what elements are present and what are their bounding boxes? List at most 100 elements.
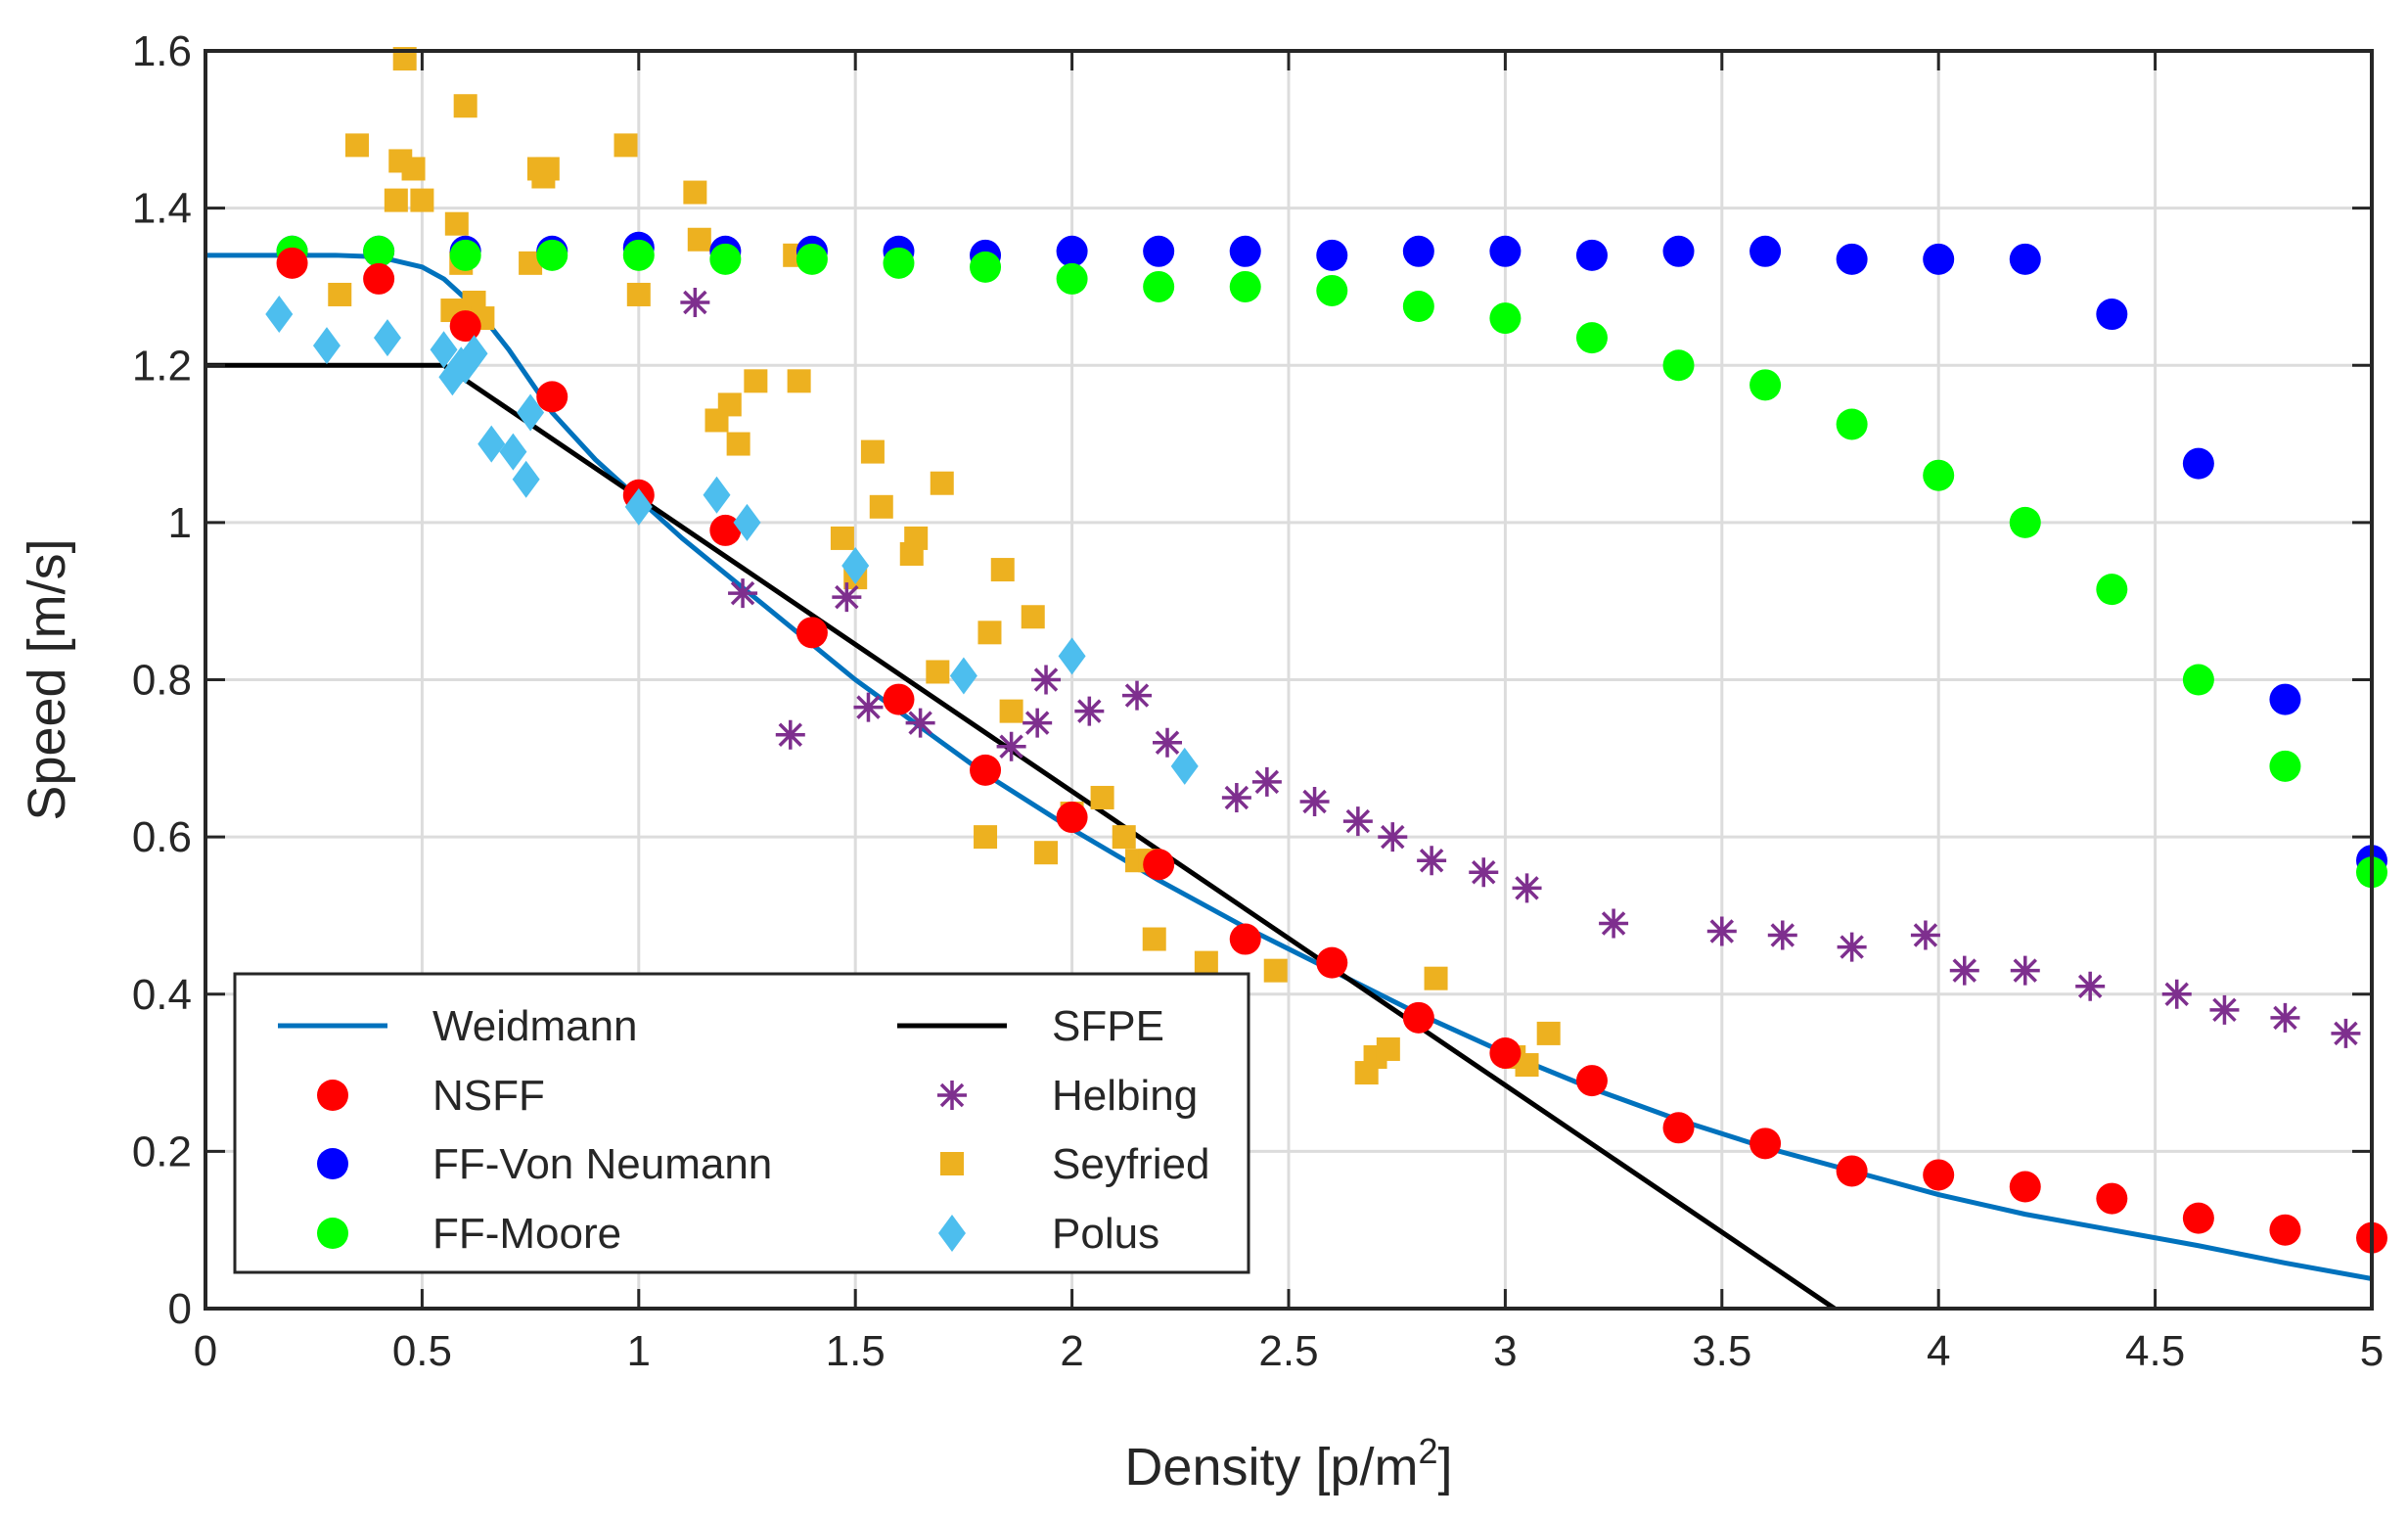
nsff-point [883,683,915,715]
seyfried-point [1021,605,1045,629]
seyfried-point [1376,1036,1400,1061]
series-weidmann-line [205,253,2373,1281]
ff-von-neumann-point [1749,235,1782,267]
polus-point [373,319,401,357]
polus-point [949,657,977,695]
ff-moore-point [622,239,655,271]
nsff-point [709,514,742,546]
legend-swatch-helbing [937,1081,967,1110]
seyfried-point [453,94,477,118]
x-tick-label: 3 [1493,1327,1517,1375]
legend-label-polus: Polus [1052,1210,1159,1258]
legend-label-nsff: NSFF [432,1072,545,1120]
seyfried-point [930,471,954,495]
helbing-point [2161,979,2192,1009]
nsff-point [1575,1065,1608,1097]
ff-von-neumann-point [2269,683,2301,715]
seyfried-point [974,825,998,850]
x-tick-label: 4 [1927,1327,1950,1375]
helbing-point [2075,971,2106,1001]
legend-label-ff-von-neumann: FF-Von Neumann [432,1140,772,1188]
ff-von-neumann-point [2009,243,2041,275]
seyfried-point [328,282,352,306]
helbing-point [832,582,862,613]
x-tick-label: 3.5 [1692,1327,1751,1375]
ff-von-neumann-point [1489,235,1522,267]
seyfried-point [1263,958,1288,983]
nsff-point [1923,1159,1955,1191]
nsff-point [1143,849,1175,881]
nsff-point [970,754,1002,786]
seyfried-point [687,227,711,252]
ff-moore-point [2269,750,2301,782]
x-tick-label: 0 [194,1327,217,1375]
y-tick-label: 1.2 [132,342,192,390]
nsff-point [449,310,481,343]
seyfried-point [990,558,1015,582]
ff-moore-point [1056,262,1088,295]
seyfried-point [904,526,929,550]
seyfried-point [1536,1021,1561,1045]
y-tick-label: 0 [168,1285,192,1333]
helbing-point [853,692,884,722]
plot-series [205,47,2387,1312]
helbing-point [1031,665,1062,695]
seyfried-point [717,392,742,417]
polus-point [265,296,294,334]
seyfried-point [613,133,638,158]
helbing-point [905,708,935,738]
y-axis-label: Speed [m/s] [18,538,76,820]
nsff-point [1316,946,1348,979]
helbing-point [728,578,758,609]
polus-point [624,487,653,526]
helbing-point [2270,1002,2300,1033]
helbing-point [1706,916,1737,946]
helbing-point [2209,994,2240,1025]
seyfried-point [1194,950,1218,975]
ff-von-neumann-point [1923,243,1955,275]
seyfried-point [531,164,556,189]
polus-point [703,476,731,514]
ff-von-neumann-point [1662,235,1695,267]
ff-moore-point [795,243,828,275]
polus-point [841,547,870,585]
nsff-point [795,617,828,649]
ff-von-neumann-point [1836,243,1868,275]
x-axis-label-end: ] [1438,1438,1453,1496]
helbing-point [1299,786,1330,816]
seyfried-point [626,282,651,306]
helbing-point [2010,955,2040,986]
polus-point [1058,637,1086,675]
helbing-point [1910,920,1940,950]
legend-label-weidmann: Weidmann [432,1002,638,1050]
helbing-point [1022,708,1053,738]
ff-moore-point [2096,574,2128,606]
seyfried-point [830,526,854,550]
ff-moore-point [1836,408,1868,440]
x-tick-label: 2.5 [1258,1327,1318,1375]
x-tick-label: 1.5 [826,1327,886,1375]
seyfried-point [384,188,408,212]
legend-swatch-ff-moore [317,1218,348,1249]
nsff-point [1749,1128,1782,1160]
legend-swatch-seyfried [940,1152,964,1175]
seyfried-point [1034,841,1059,865]
nsff-point [2096,1182,2128,1215]
legend-items: Weidmann NSFF FF-Von Neumann FF-Moore SFPE He… [278,1002,1209,1258]
nsff-point [1402,1001,1434,1034]
ff-von-neumann-point [1402,235,1434,267]
x-tick-label: 2 [1060,1327,1083,1375]
polus-point [517,393,545,432]
series-weidmann [205,253,2373,1281]
seyfried-point [869,494,893,519]
helbing-point [1221,782,1251,812]
nsff-point [536,381,568,413]
seyfried-point [444,211,469,236]
helbing-point [1378,822,1408,852]
polus-point [512,460,540,498]
helbing-point [1417,846,1447,876]
ff-von-neumann-point [2182,447,2214,480]
helbing-point [1837,932,1867,962]
axis-ticks [204,49,2374,1311]
seyfried-point [344,133,369,158]
